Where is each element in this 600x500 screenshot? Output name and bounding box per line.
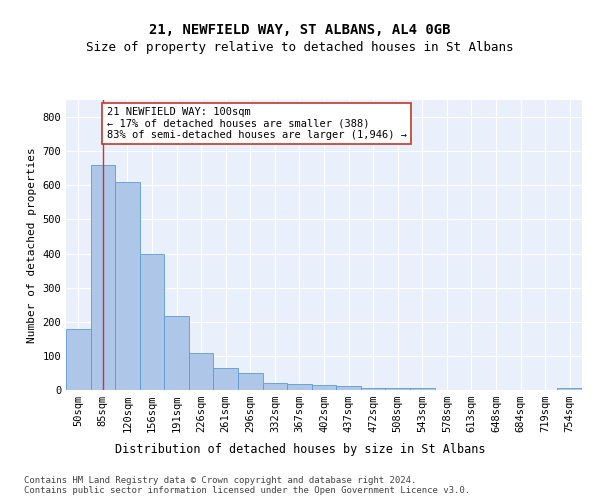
Bar xyxy=(91,165,115,390)
Bar xyxy=(140,254,164,390)
Bar xyxy=(238,373,263,390)
Y-axis label: Number of detached properties: Number of detached properties xyxy=(27,147,37,343)
Bar xyxy=(66,330,91,390)
Bar xyxy=(361,388,385,390)
Text: Contains HM Land Registry data © Crown copyright and database right 2024.
Contai: Contains HM Land Registry data © Crown c… xyxy=(24,476,470,495)
Bar xyxy=(164,316,189,390)
Bar xyxy=(336,386,361,390)
Text: Size of property relative to detached houses in St Albans: Size of property relative to detached ho… xyxy=(86,41,514,54)
Bar xyxy=(263,383,287,390)
Bar xyxy=(385,388,410,390)
Bar xyxy=(557,388,582,390)
Bar xyxy=(115,182,140,390)
Text: Distribution of detached houses by size in St Albans: Distribution of detached houses by size … xyxy=(115,442,485,456)
Bar xyxy=(287,384,312,390)
Text: 21 NEWFIELD WAY: 100sqm
← 17% of detached houses are smaller (388)
83% of semi-d: 21 NEWFIELD WAY: 100sqm ← 17% of detache… xyxy=(107,107,407,140)
Text: 21, NEWFIELD WAY, ST ALBANS, AL4 0GB: 21, NEWFIELD WAY, ST ALBANS, AL4 0GB xyxy=(149,22,451,36)
Bar xyxy=(214,368,238,390)
Bar xyxy=(312,385,336,390)
Bar xyxy=(189,353,214,390)
Bar xyxy=(410,388,434,390)
